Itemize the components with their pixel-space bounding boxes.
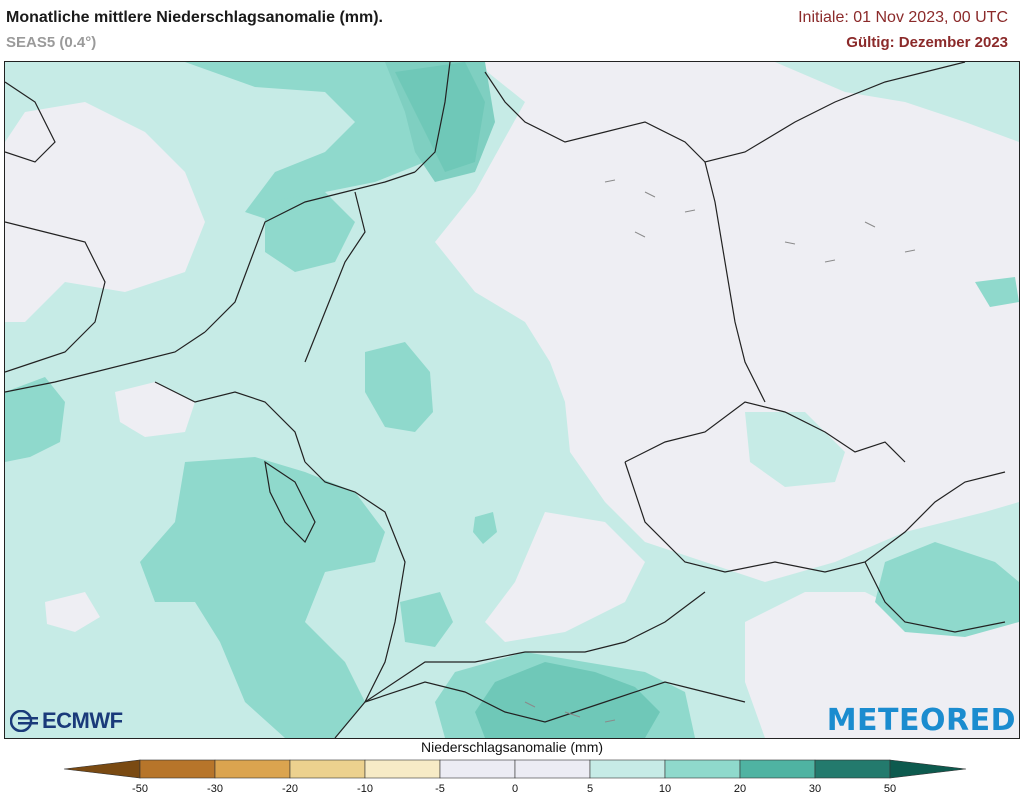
anomaly-zone-0-5-france <box>5 102 205 322</box>
colorbar-extend-low <box>63 759 141 779</box>
anomaly-zone-10-20-small <box>473 512 497 544</box>
colorbar-tick-label: 10 <box>658 783 672 795</box>
colorbar-tick-label: 5 <box>586 783 594 795</box>
border-switzerland <box>334 681 746 738</box>
anomaly-zone-0-5-belgium <box>115 382 195 437</box>
colorbar-bin-7 <box>589 759 666 779</box>
initial-time: Initiale: 01 Nov 2023, 00 UTC <box>798 9 1008 26</box>
colorbar-tick-label: -10 <box>357 783 373 795</box>
anomaly-zone-0-5-france-west <box>45 592 100 632</box>
lakes-layer <box>524 179 916 723</box>
colorbar-tick-label: -5 <box>435 783 445 795</box>
anomaly-zone-10-20-rhine <box>400 592 453 647</box>
precipitation-anomaly-map[interactable] <box>5 62 1019 738</box>
anomaly-zone-10-20-northeast-france <box>140 457 385 738</box>
border-austria-hungary <box>864 561 1006 633</box>
colorbar-extend-high <box>889 759 967 779</box>
map-title: Monatliche mittlere Niederschlagsanomali… <box>6 9 383 26</box>
border-germany-czech <box>624 401 906 463</box>
colorbar-bin-6 <box>514 759 591 779</box>
border-belgium <box>154 381 306 463</box>
lake-2 <box>784 221 916 263</box>
colorbar-bin-1 <box>139 759 216 779</box>
colorbar-bin-3 <box>289 759 366 779</box>
colorbar-tick-label: 20 <box>733 783 747 795</box>
coastline-germany-north <box>414 62 966 173</box>
colorbar-title: Niederschlagsanomalie (mm) <box>420 739 604 755</box>
anomaly-zone-0-5-germany-south <box>485 512 645 642</box>
border-germany-austria <box>364 591 706 703</box>
valid-period: Gültig: Dezember 2023 <box>846 34 1008 51</box>
colorbar-bin-5 <box>439 759 516 779</box>
colorbar-tick-label: -30 <box>207 783 223 795</box>
anomaly-zone-10-20-west-germany <box>365 342 433 432</box>
coastline-low-countries <box>204 171 416 333</box>
colorbar-bin-2 <box>214 759 291 779</box>
lake-1 <box>604 179 696 238</box>
border-netherlands-germany <box>304 191 366 363</box>
colorbar-bin-9 <box>739 759 816 779</box>
coastline-britain <box>5 81 106 373</box>
ecmwf-logo: ECMWF <box>10 708 123 734</box>
borders-layer <box>5 62 1006 738</box>
border-luxembourg <box>264 460 316 544</box>
colorbar-tick-label: 30 <box>808 783 822 795</box>
lake-3 <box>524 701 616 723</box>
border-france-germany <box>304 461 406 703</box>
colorbar-tick-label: -20 <box>282 783 298 795</box>
anomaly-zone-10-20-channel <box>5 377 65 462</box>
map-panel[interactable] <box>4 61 1020 739</box>
ecmwf-emblem-icon <box>10 710 38 732</box>
colorbar-tick-label: 50 <box>883 783 897 795</box>
colorbar-bin-4 <box>364 759 441 779</box>
anomaly-zone-10-20-north-sea <box>185 62 445 222</box>
colorbar-tick-label: 0 <box>511 783 519 795</box>
border-czech-south <box>624 461 1006 573</box>
coastline-france-north <box>5 331 206 393</box>
model-subtitle: SEAS5 (0.4°) <box>6 34 97 51</box>
anomaly-zone-10-20-slovakia <box>875 542 1019 637</box>
anomaly-zone-10-20-poland <box>975 277 1019 307</box>
anomaly-zone-20-30-tyrol <box>475 662 660 738</box>
anomaly-zone-5-10-czech <box>745 412 845 487</box>
colorbar <box>63 759 967 779</box>
colorbar-tick-label: -50 <box>132 783 148 795</box>
colorbar-bin-10 <box>814 759 891 779</box>
anomaly-zone-10-20-netherlands <box>265 192 355 272</box>
border-germany-poland <box>704 161 766 403</box>
anomaly-zone-20-30-north-sea <box>395 62 485 172</box>
meteored-logo: METEORED <box>826 703 1016 738</box>
ecmwf-logo-text: ECMWF <box>42 708 123 733</box>
colorbar-bin-8 <box>664 759 741 779</box>
anomaly-zone-5-10-northeast <box>775 62 1019 142</box>
